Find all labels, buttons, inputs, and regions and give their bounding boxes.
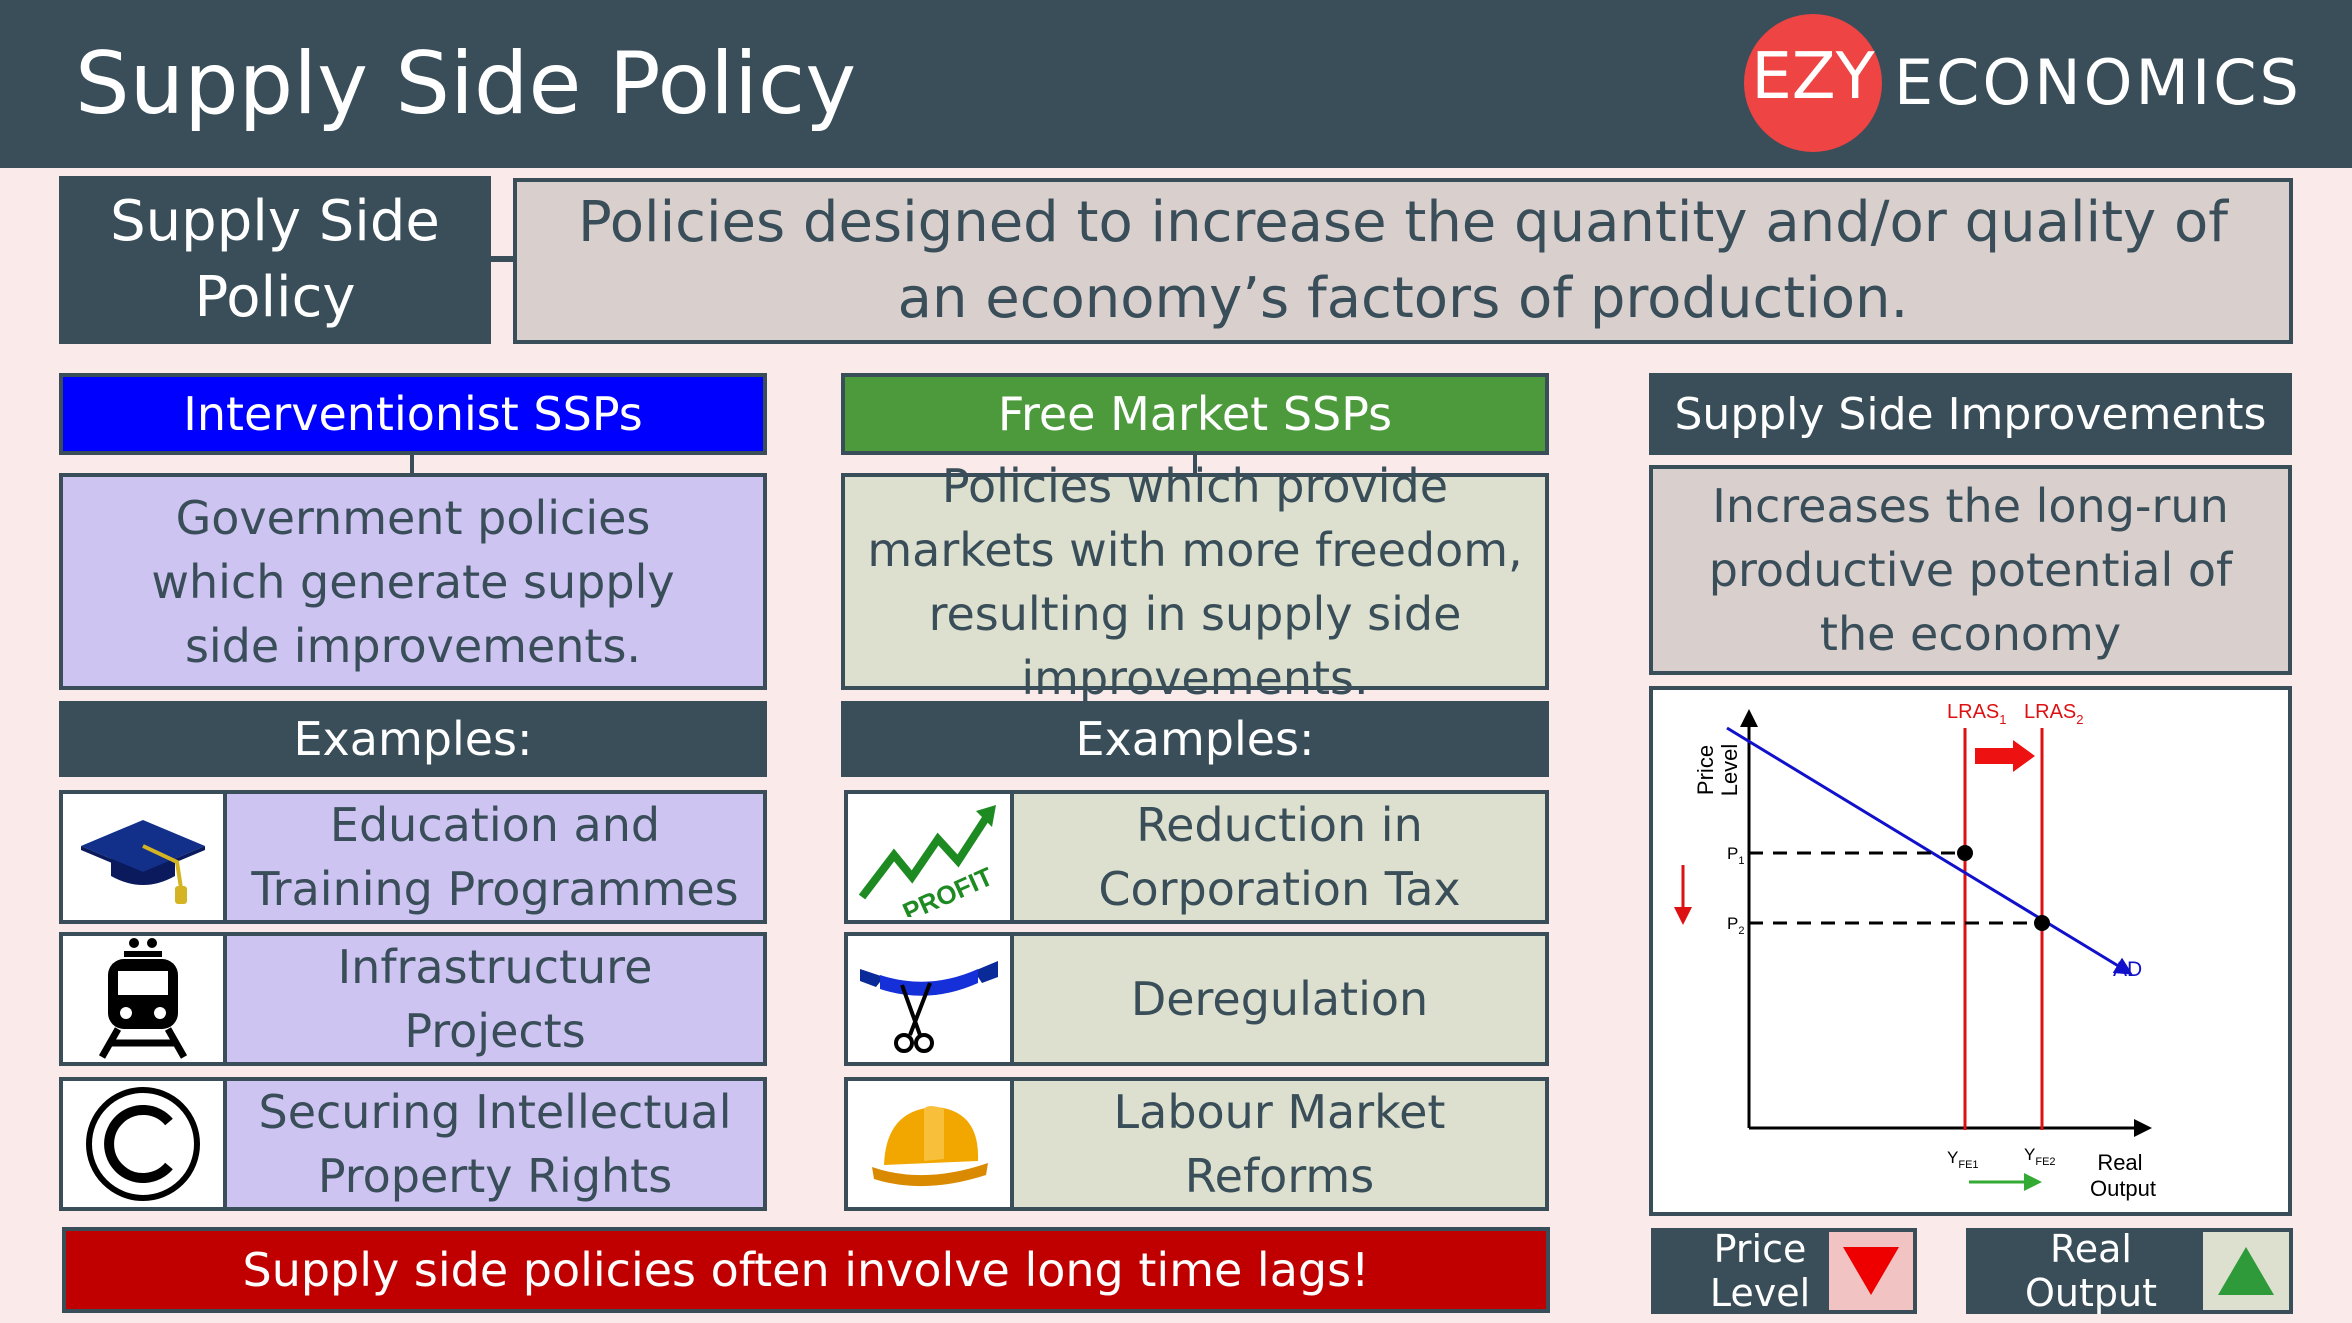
example-intellectual-property: Securing Intellectual Property Rights	[223, 1077, 767, 1211]
improvements-title: Supply Side Improvements	[1649, 373, 2292, 455]
page-title: Supply Side Policy	[75, 34, 856, 134]
definition-text: Policies designed to increase the quanti…	[513, 178, 2293, 344]
graduation-cap-icon	[73, 802, 213, 912]
logo-economics-text: ECONOMICS	[1894, 46, 2302, 119]
ad-lras-diagram: PriceLevel LRAS1 LRAS2 AD P1 P2 YFE1 YFE…	[1649, 686, 2292, 1216]
yfe1-label: YFE1	[1947, 1148, 1979, 1171]
example-icon-cell	[844, 932, 1014, 1066]
output-up-indicator	[2199, 1228, 2293, 1314]
equilibrium-point-1	[1957, 845, 1973, 861]
ad-line	[1727, 728, 2125, 970]
example-corporation-tax: Reduction in Corporation Tax	[1010, 790, 1549, 924]
logo-ezy-text: EZY	[1744, 40, 1882, 114]
lras2-label: LRAS2	[2024, 701, 2083, 727]
example-deregulation: Deregulation	[1010, 932, 1549, 1066]
interventionist-examples-label: Examples:	[59, 701, 767, 777]
free-market-title: Free Market SSPs	[841, 373, 1549, 455]
down-triangle-icon	[1841, 1243, 1901, 1299]
example-labour-market: Labour Market Reforms	[1010, 1077, 1549, 1211]
p1-label: P1	[1727, 844, 1744, 867]
outcome-price-label: Price Level	[1651, 1228, 1853, 1314]
definition-connector	[491, 256, 513, 262]
shift-arrow-body	[1975, 748, 2015, 764]
example-icon-cell	[844, 1077, 1014, 1211]
example-infrastructure: Infrastructure Projects	[223, 932, 767, 1066]
time-lag-warning: Supply side policies often involve long …	[62, 1227, 1550, 1313]
free-market-description: Policies which provide markets with more…	[841, 473, 1549, 690]
example-icon-cell	[59, 1077, 227, 1211]
copyright-icon	[83, 1084, 203, 1204]
equilibrium-point-2	[2034, 915, 2050, 931]
y-axis-label: PriceLevel	[1693, 744, 1742, 797]
example-education: Education and Training Programmes	[223, 790, 767, 924]
outcome-output-label: Real Output	[1966, 1228, 2202, 1314]
interventionist-title: Interventionist SSPs	[59, 373, 767, 455]
example-icon-cell	[59, 932, 227, 1066]
interventionist-connector	[410, 455, 414, 473]
lras1-label: LRAS1	[1947, 701, 2006, 727]
x-axis-label: Real Output	[2090, 1150, 2156, 1201]
profit-chart-icon: PROFIT	[854, 797, 1004, 917]
up-triangle-icon	[2214, 1243, 2278, 1299]
price-down-indicator	[1825, 1228, 1917, 1314]
ad-label: AD	[2113, 958, 2142, 981]
hard-hat-icon	[864, 1089, 994, 1199]
free-market-examples-label: Examples:	[841, 701, 1549, 777]
diagram-svg: PriceLevel LRAS1 LRAS2 AD P1 P2 YFE1 YFE…	[1653, 690, 2288, 1212]
interventionist-description: Government policies which generate suppl…	[59, 473, 767, 690]
train-icon	[88, 937, 198, 1061]
shift-arrow-head	[2013, 740, 2035, 772]
improvements-description: Increases the long-run productive potent…	[1649, 465, 2292, 675]
yfe2-label: YFE2	[2024, 1145, 2056, 1168]
example-icon-cell: PROFIT	[844, 790, 1014, 924]
example-icon-cell	[59, 790, 227, 924]
definition-term: Supply Side Policy	[59, 176, 491, 344]
p2-label: P2	[1727, 914, 1744, 937]
ribbon-scissors-icon	[854, 939, 1004, 1059]
